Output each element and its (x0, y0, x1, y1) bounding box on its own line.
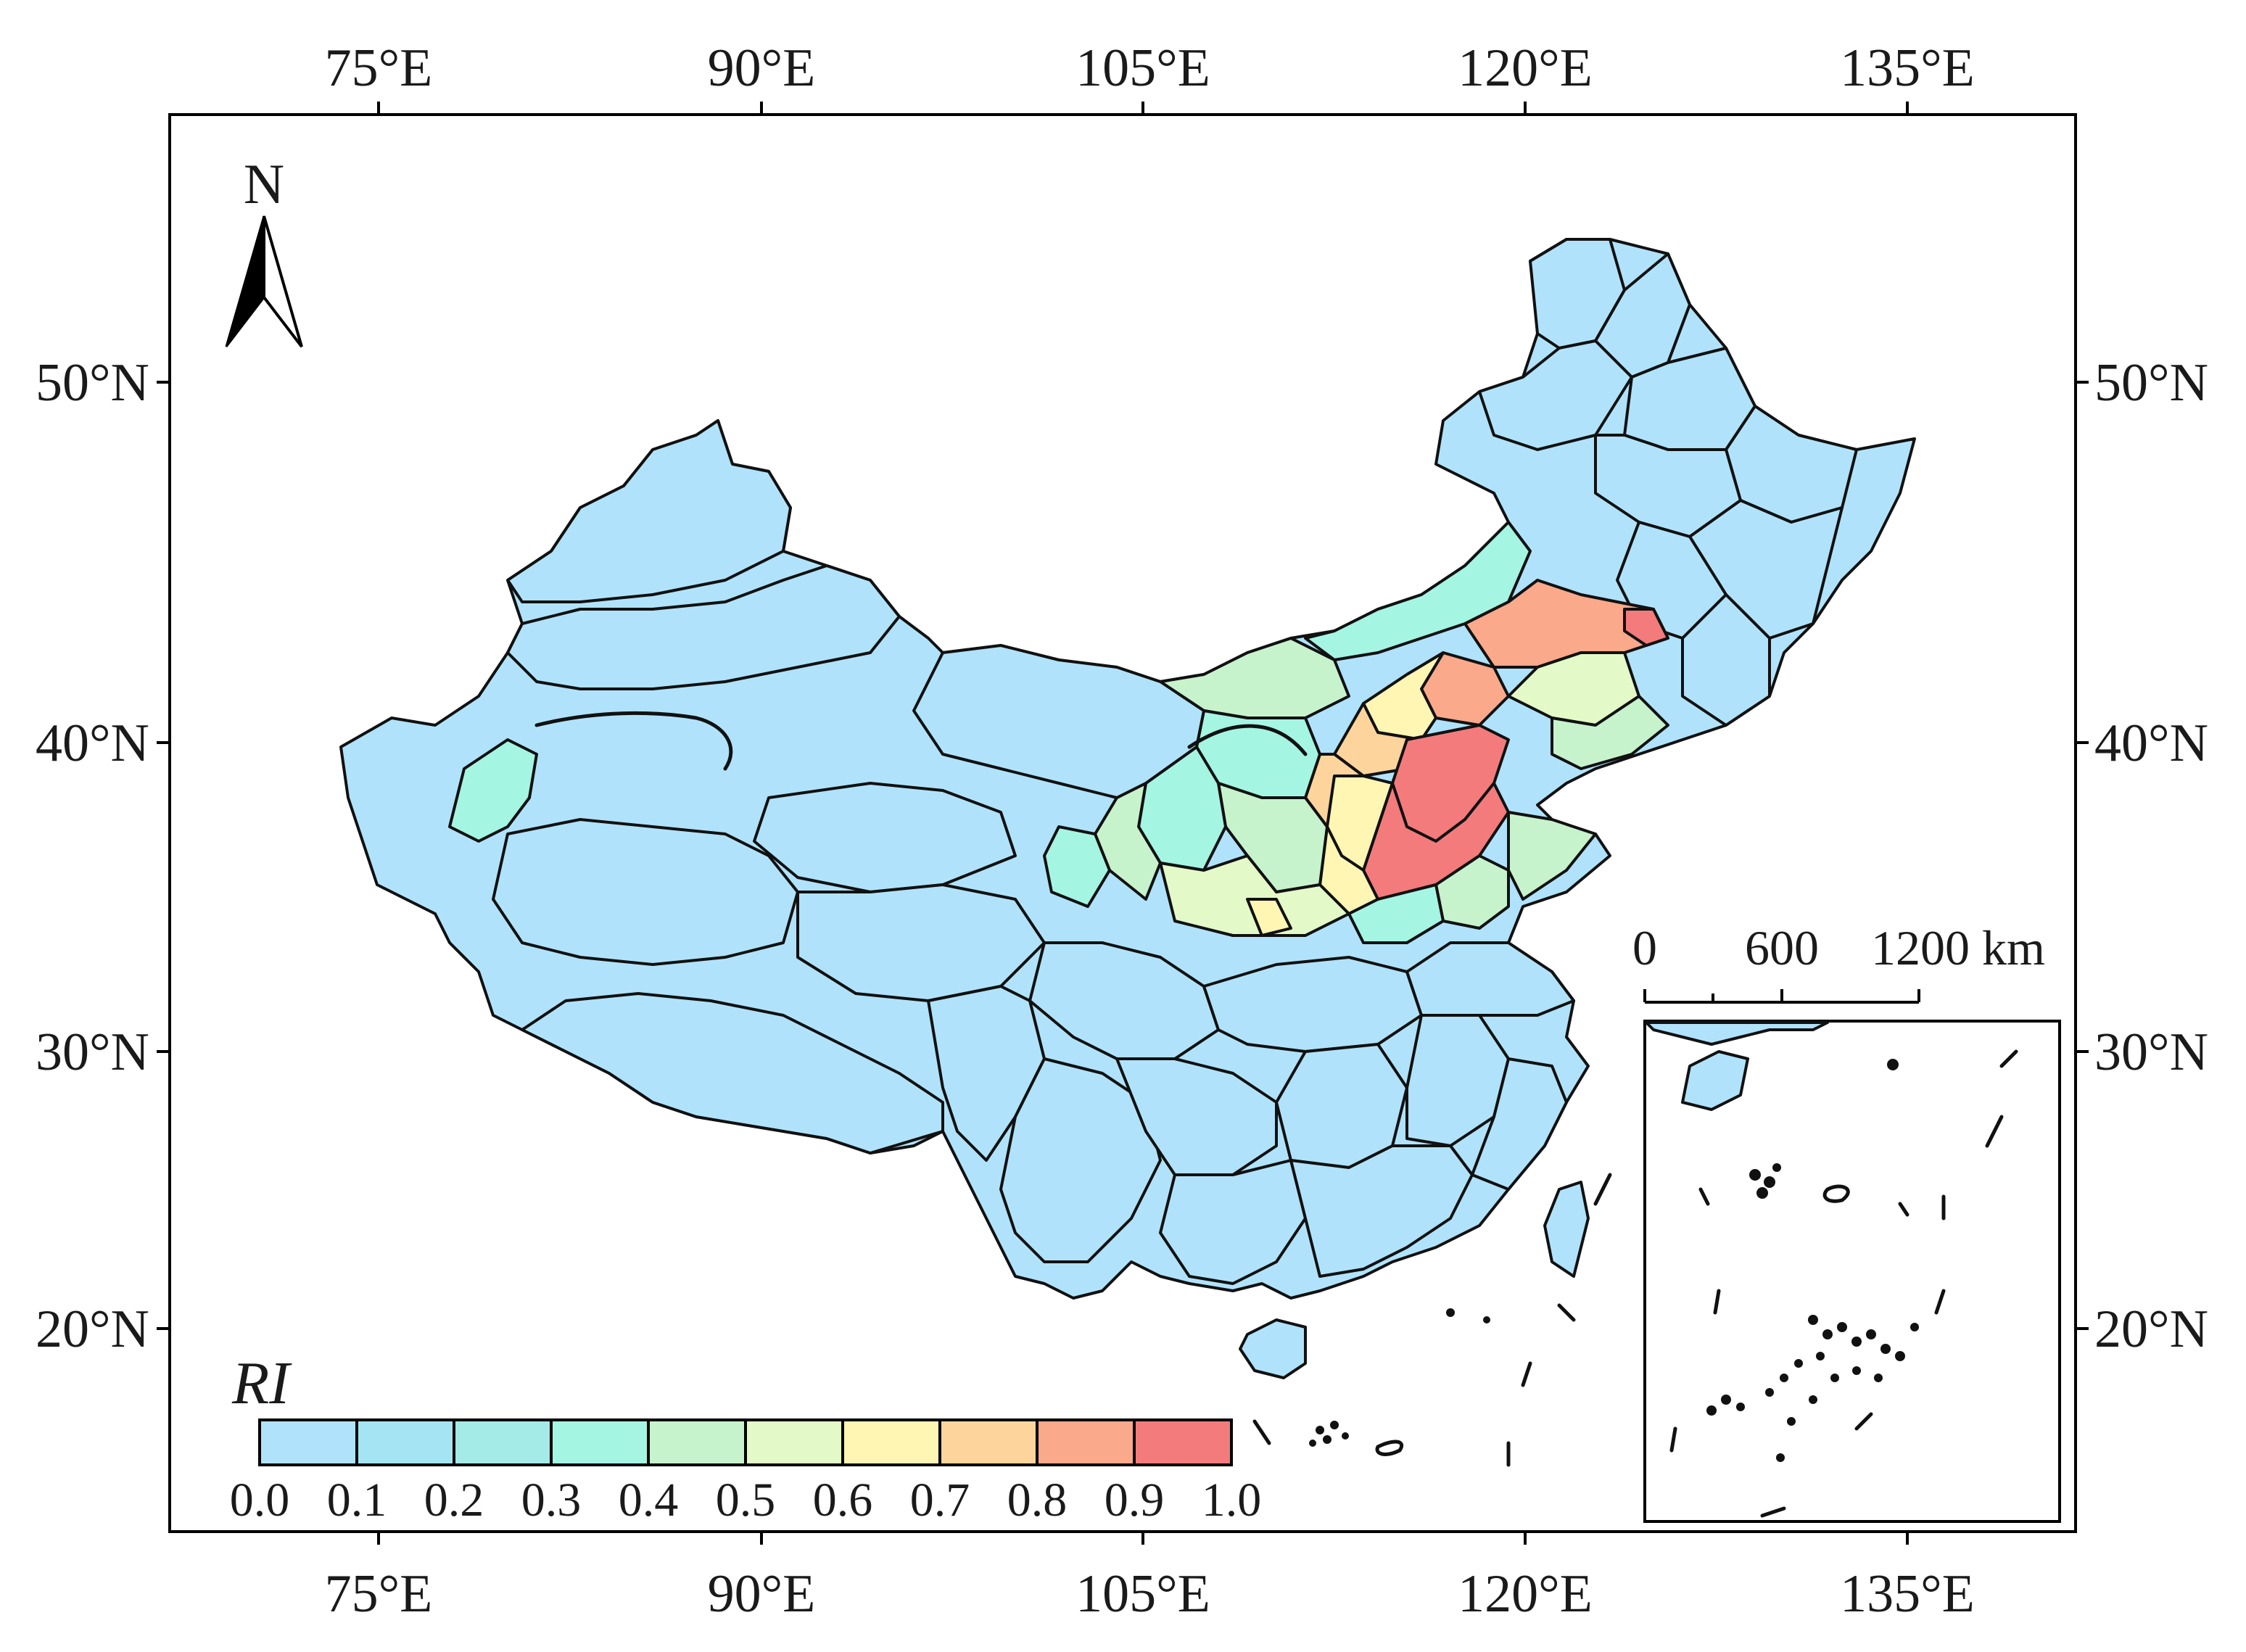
legend-tick-label-4: 0.4 (619, 1474, 679, 1527)
taiwan-island (1543, 1181, 1590, 1278)
region-fujian (1471, 1057, 1568, 1191)
lon-label-top-4: 120°E (1458, 38, 1593, 98)
yellow-river-bend (1187, 724, 1308, 756)
lon-label-bottom-2: 90°E (708, 1564, 816, 1624)
lat-label-right-1: 50°N (2094, 353, 2208, 413)
legend-cell-2 (453, 1418, 553, 1466)
region-yellow-west-2 (1043, 825, 1111, 908)
region-wei-river (1159, 854, 1350, 937)
legend-cell-0 (258, 1418, 358, 1466)
region-tibet-south (521, 992, 944, 1155)
ri-legend: RI 0.0 0.1 0.2 0.3 0.4 0.5 0.6 0.7 0.8 0.9 1.0 (230, 1350, 1262, 1527)
region-tibet-north (492, 818, 799, 966)
lat-labels-left: 50°N 40°N 30°N 20°N (36, 353, 149, 1359)
lon-labels-bottom: 75°E 90°E 105°E 120°E 135°E (325, 1564, 1975, 1624)
region-huaihe-north (1347, 883, 1445, 944)
region-liaodong (1551, 695, 1669, 770)
lon-label-bottom-5: 135°E (1840, 1564, 1975, 1624)
lat-label-left-2: 40°N (36, 714, 149, 773)
region-guizhou (1115, 1057, 1278, 1176)
lon-label-top-3: 105°E (1075, 38, 1210, 98)
region-yunnan (999, 1057, 1162, 1263)
inset-frame (1643, 1020, 2061, 1523)
lat-label-left-4: 20°N (36, 1300, 149, 1359)
lon-label-bottom-1: 75°E (325, 1564, 433, 1624)
inset-coast (1645, 1021, 1829, 1046)
region-northeast-9 (1681, 593, 1771, 727)
legend-tick-label-6: 0.6 (813, 1474, 873, 1527)
lon-label-bottom-4: 120°E (1458, 1564, 1593, 1624)
legend-tick-label-2: 0.2 (424, 1474, 484, 1527)
lon-label-top-5: 135°E (1840, 38, 1975, 98)
legend-tick-label-8: 0.8 (1007, 1474, 1068, 1527)
lat-label-right-4: 20°N (2094, 1300, 2208, 1359)
lat-labels-right: 50°N 40°N 30°N 20°N (2094, 353, 2208, 1359)
region-shandong-east (1507, 811, 1597, 901)
legend-tick-label-3: 0.3 (521, 1474, 582, 1527)
region-xinjiang-north (506, 419, 792, 603)
region-qaidam (753, 782, 1017, 893)
legend-cell-1 (355, 1418, 455, 1466)
legend-tick-label-0: 0.0 (230, 1474, 290, 1527)
region-hubei (1202, 956, 1423, 1053)
lat-label-right-3: 30°N (2094, 1023, 2208, 1082)
region-luoyang (1246, 898, 1292, 937)
scale-bar: 0 600 1200 km (1632, 920, 2045, 1004)
region-tarim (506, 564, 901, 690)
graticule-ticks (157, 102, 2089, 1545)
south-china-sea-inset (1643, 1020, 2061, 1523)
region-huaihe-south (1405, 941, 1575, 1017)
legend-cell-8 (1036, 1418, 1136, 1466)
lon-labels-top: 75°E 90°E 105°E 120°E 135°E (325, 38, 1975, 98)
sea-boundary-dashes (1252, 1173, 1612, 1467)
scale-label-1200: 1200 km (1871, 920, 2045, 975)
scale-label-0: 0 (1632, 920, 1657, 975)
region-liaohe-east (1623, 608, 1669, 647)
map-frame (168, 113, 2077, 1533)
china-basin-map (339, 238, 1916, 1379)
region-hexi (912, 644, 1205, 799)
legend-cell-7 (938, 1418, 1039, 1466)
region-kashgar (448, 738, 538, 843)
north-arrow: N (225, 152, 303, 348)
lon-label-bottom-3: 105°E (1075, 1564, 1210, 1624)
legend-color-bar (258, 1418, 1233, 1466)
legend-cell-4 (647, 1418, 747, 1466)
legend-cell-9 (1133, 1418, 1233, 1466)
legend-tick-labels: 0.0 0.1 0.2 0.3 0.4 0.5 0.6 0.7 0.8 0.9 1.0 (230, 1474, 1262, 1527)
legend-cell-3 (550, 1418, 650, 1466)
north-arrow-icon (225, 215, 303, 348)
lon-label-top-1: 75°E (325, 38, 433, 98)
legend-cell-5 (744, 1418, 844, 1466)
legend-tick-label-10: 1.0 (1202, 1474, 1262, 1527)
inset-hainan (1681, 1050, 1749, 1111)
region-inner-mongolia-east (1304, 521, 1532, 661)
lat-label-left-1: 50°N (36, 353, 149, 413)
lat-label-left-3: 30°N (36, 1023, 149, 1082)
hainan-island (1239, 1318, 1307, 1379)
region-guangdong (1289, 1144, 1474, 1278)
scale-label-600: 600 (1745, 920, 1819, 975)
region-yangtze-source (796, 883, 1046, 1002)
lat-label-right-2: 40°N (2094, 714, 2208, 773)
legend-tick-label-5: 0.5 (716, 1474, 776, 1527)
legend-tick-label-1: 0.1 (327, 1474, 387, 1527)
legend-title: RI (231, 1350, 292, 1417)
legend-cell-6 (841, 1418, 941, 1466)
legend-tick-label-9: 0.9 (1105, 1474, 1165, 1527)
north-arrow-label: N (244, 152, 284, 215)
legend-tick-label-7: 0.7 (910, 1474, 970, 1527)
tarim-river (534, 711, 733, 771)
region-guangxi (1159, 1159, 1307, 1285)
lon-label-top-2: 90°E (708, 38, 816, 98)
region-sichuan (1028, 941, 1220, 1060)
